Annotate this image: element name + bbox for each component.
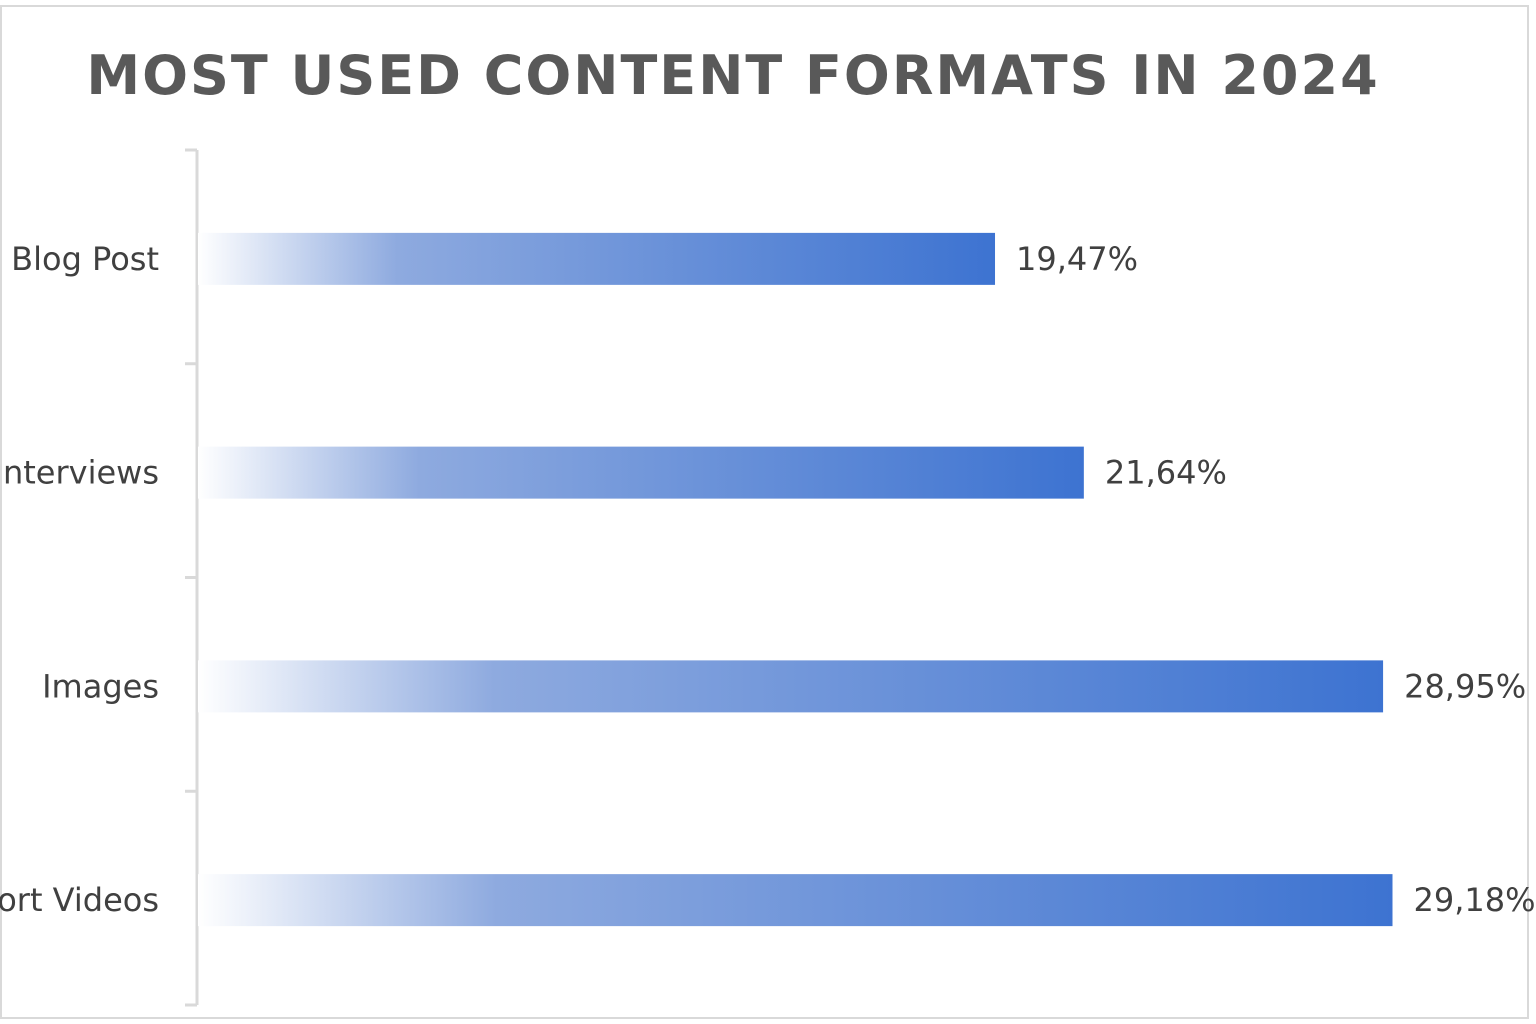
category-label: Blog Post — [11, 240, 159, 278]
category-label: Short Videos — [0, 881, 159, 919]
value-label: 29,18% — [1413, 881, 1535, 919]
bar-images — [198, 660, 1384, 713]
value-label: 28,95% — [1404, 667, 1526, 705]
category-label: Interviews — [0, 454, 159, 492]
chart-frame — [0, 5, 1529, 1019]
value-label: 21,64% — [1105, 454, 1227, 492]
bar-short-videos — [198, 874, 1393, 927]
chart-title: MOST USED CONTENT FORMATS IN 2024 — [86, 44, 1380, 107]
bar-blog-post — [198, 232, 996, 285]
value-label: 19,47% — [1016, 240, 1138, 278]
category-label: Images — [42, 667, 159, 705]
bar-interviews — [198, 446, 1084, 499]
